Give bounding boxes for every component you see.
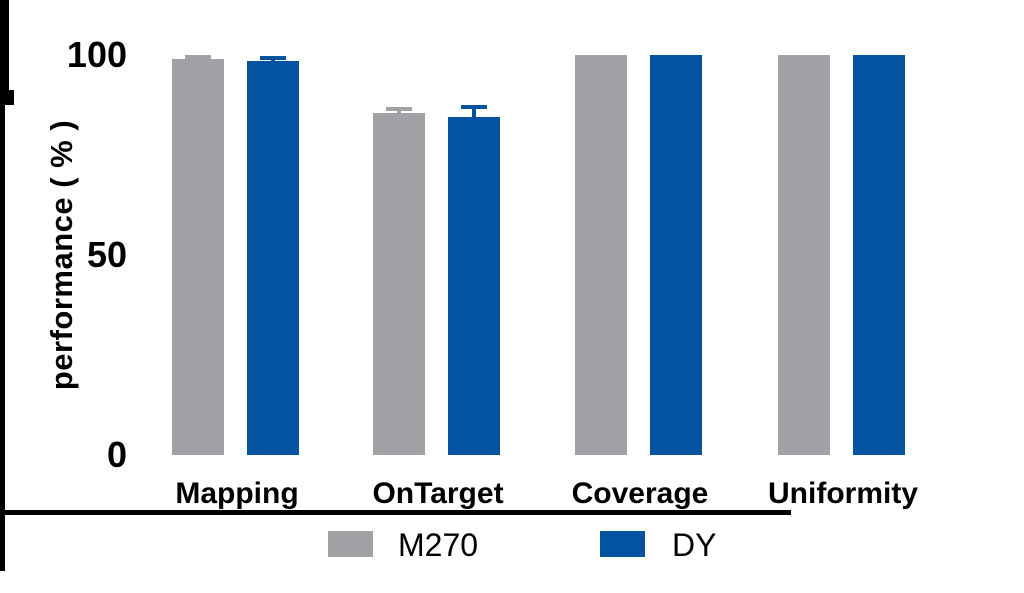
x-axis	[0, 510, 791, 515]
y-minor-tick	[0, 45, 9, 50]
bar-m270-ontarget	[373, 113, 425, 455]
bar-m270-coverage	[575, 55, 627, 455]
legend: M270 DY	[0, 520, 1024, 580]
y-minor-tick	[0, 10, 9, 15]
x-category-label-uniformity: Uniformity	[768, 477, 918, 510]
error-bar-stem-dy-ontarget	[472, 107, 476, 125]
y-minor-tick	[0, 55, 9, 60]
y-major-tick	[0, 90, 14, 95]
bar-dy-mapping	[247, 61, 299, 455]
y-minor-tick	[0, 35, 9, 40]
error-bar-cap-dy-mapping	[260, 55, 286, 60]
y-tick-label: 100	[66, 34, 127, 75]
x-category-label-mapping: Mapping	[175, 477, 299, 510]
y-minor-tick	[0, 60, 9, 65]
y-minor-tick	[0, 70, 9, 75]
y-minor-tick	[0, 30, 9, 35]
y-minor-tick	[0, 20, 9, 25]
bar-m270-uniformity	[778, 55, 830, 455]
y-minor-tick	[0, 50, 9, 55]
y-major-tick	[0, 95, 14, 100]
y-axis	[0, 105, 5, 510]
legend-swatch-dy	[600, 531, 645, 557]
bar-m270-mapping	[172, 59, 224, 455]
x-category-label-ontarget: OnTarget	[372, 477, 504, 510]
x-category-label-coverage: Coverage	[571, 477, 709, 510]
y-minor-tick	[0, 65, 9, 70]
x-tick	[0, 529, 5, 543]
y-minor-tick	[0, 15, 9, 20]
error-bar-cap-m270-ontarget	[386, 107, 412, 111]
error-bar-cap-dy-ontarget	[461, 105, 487, 109]
y-major-tick	[0, 100, 14, 105]
bar-dy-uniformity	[853, 55, 905, 455]
legend-swatch-m270	[328, 531, 373, 557]
x-tick	[0, 543, 5, 557]
y-minor-tick	[0, 75, 9, 80]
x-tick	[0, 515, 5, 529]
y-minor-tick	[0, 40, 9, 45]
x-tick	[0, 557, 5, 571]
bar-dy-ontarget	[448, 117, 500, 455]
y-minor-tick	[0, 85, 9, 90]
y-minor-tick	[0, 25, 9, 30]
error-bar-cap-m270-mapping	[185, 55, 211, 59]
y-minor-tick	[0, 5, 9, 10]
bar-dy-coverage	[650, 55, 702, 455]
y-tick-label: 50	[86, 234, 127, 275]
legend-label-m270: M270	[398, 527, 479, 563]
legend-label-dy: DY	[672, 527, 717, 563]
y-minor-tick	[0, 0, 9, 5]
y-minor-tick	[0, 80, 9, 85]
y-tick-label: 0	[106, 434, 127, 475]
